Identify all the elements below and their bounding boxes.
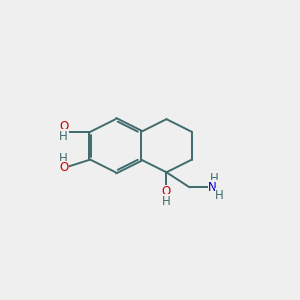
Text: N: N: [208, 181, 217, 194]
Text: H: H: [209, 172, 218, 185]
Text: H: H: [162, 195, 171, 208]
Text: O: O: [162, 185, 171, 198]
Text: O: O: [59, 120, 68, 133]
Text: H: H: [59, 130, 68, 143]
Text: O: O: [59, 161, 68, 174]
Text: H: H: [59, 152, 68, 165]
Text: H: H: [215, 189, 224, 202]
